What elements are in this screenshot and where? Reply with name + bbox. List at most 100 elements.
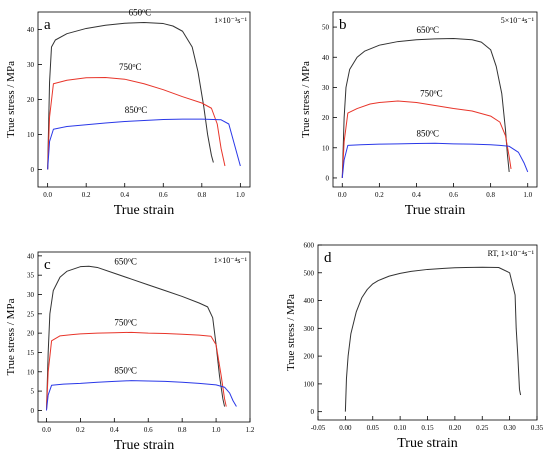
celsius-unit: C bbox=[141, 105, 147, 115]
x-tick-label: 0.8 bbox=[178, 426, 187, 434]
x-tick-label: 0.05 bbox=[367, 424, 380, 432]
celsius-unit: C bbox=[433, 25, 439, 35]
x-tick-label: -0.05 bbox=[311, 424, 326, 432]
panel-a: 0.0 0.2 0.4 0.6 0.8 1.0010203040650oC750oC850… bbox=[5, 8, 251, 218]
degree-symbol: o bbox=[128, 366, 131, 372]
x-tick-label: 1.2 bbox=[246, 426, 255, 434]
plot-frame bbox=[37, 11, 251, 188]
temperature-value: 650 bbox=[416, 25, 430, 35]
temperature-label: 650oC bbox=[129, 8, 152, 18]
temperature-value: 650 bbox=[129, 8, 143, 18]
y-axis-title: True stress / MPa bbox=[5, 298, 17, 375]
degree-symbol: o bbox=[128, 257, 131, 263]
x-tick-label: 0.35 bbox=[531, 424, 544, 432]
y-tick-label: 35 bbox=[27, 272, 35, 280]
degree-symbol: o bbox=[430, 129, 433, 135]
celsius-unit: C bbox=[131, 256, 137, 266]
degree-symbol: o bbox=[138, 106, 141, 112]
x-tick-label: 1.0 bbox=[523, 191, 532, 199]
celsius-unit: C bbox=[135, 62, 141, 72]
degree-symbol: o bbox=[132, 63, 135, 69]
plot-frame bbox=[332, 11, 538, 188]
x-tick-label: 1.0 bbox=[212, 426, 221, 434]
x-tick-label: 0.30 bbox=[504, 424, 517, 432]
temperature-label: 750oC bbox=[420, 88, 443, 98]
x-tick-label: 0.15 bbox=[421, 424, 434, 432]
series-line-2 bbox=[45, 380, 237, 411]
x-tick-label: 0.0 bbox=[42, 426, 51, 434]
x-tick-label: 0.0 bbox=[43, 191, 52, 199]
x-tick-label: 0.6 bbox=[159, 191, 168, 199]
strain-rate-label: RT, 1×10⁻⁴s⁻¹ bbox=[488, 249, 535, 258]
x-tick-label: 0.25 bbox=[476, 424, 489, 432]
series-line-0 bbox=[344, 266, 522, 412]
celsius-unit: C bbox=[145, 8, 151, 18]
x-axis-title: True strain bbox=[405, 203, 466, 218]
panel-c: 0.0 0.2 0.4 0.6 0.8 1.0 1.2 0 5 10 15 20 25 30 35 40 650… bbox=[5, 251, 255, 453]
temperature-label: 650oC bbox=[114, 256, 137, 266]
y-tick-label: 600 bbox=[304, 242, 315, 250]
y-tick-label: 40 bbox=[322, 54, 330, 62]
series-line-2 bbox=[47, 118, 241, 170]
degree-symbol: o bbox=[430, 26, 433, 32]
y-tick-label: 30 bbox=[27, 61, 35, 69]
y-tick-label: 300 bbox=[304, 325, 315, 333]
temperature-value: 750 bbox=[420, 88, 434, 98]
x-tick-label: 0.4 bbox=[120, 191, 129, 199]
y-tick-label: 0 bbox=[31, 166, 35, 174]
celsius-unit: C bbox=[433, 128, 439, 138]
celsius-unit: C bbox=[437, 88, 443, 98]
temperature-label: 650oC bbox=[416, 25, 439, 35]
degree-symbol: o bbox=[128, 318, 131, 324]
y-tick-label: 50 bbox=[322, 24, 330, 32]
y-tick-label: 10 bbox=[27, 368, 35, 376]
y-tick-label: 400 bbox=[304, 297, 315, 305]
y-tick-label: 10 bbox=[27, 131, 35, 139]
y-axis-title: True stress / MPa bbox=[285, 294, 297, 371]
x-tick-label: 0.8 bbox=[486, 191, 495, 199]
series-line-1 bbox=[47, 76, 226, 170]
strain-rate-label: 5×10⁻⁴s⁻¹ bbox=[501, 16, 535, 25]
x-tick-label: 0.2 bbox=[82, 191, 91, 199]
panel-letter: b bbox=[339, 17, 347, 33]
x-tick-label: 0.00 bbox=[339, 424, 352, 432]
x-tick-label: 1.0 bbox=[236, 191, 245, 199]
y-tick-label: 20 bbox=[27, 96, 35, 104]
strain-rate-label: 1×10⁻⁴s⁻¹ bbox=[214, 256, 248, 265]
y-tick-label: 30 bbox=[322, 84, 330, 92]
y-tick-label: 0 bbox=[31, 407, 35, 415]
x-tick-label: 0.0 bbox=[338, 191, 347, 199]
y-tick-label: 40 bbox=[27, 26, 35, 34]
y-tick-label: 5 bbox=[31, 388, 35, 396]
y-tick-label: 30 bbox=[27, 291, 35, 299]
y-tick-label: 0 bbox=[311, 408, 315, 416]
y-axis-title: True stress / MPa bbox=[5, 61, 17, 138]
series-line-1 bbox=[45, 331, 227, 411]
y-tick-label: 20 bbox=[322, 114, 330, 122]
y-tick-label: 200 bbox=[304, 353, 315, 361]
series-line-2 bbox=[341, 142, 529, 179]
temperature-label: 850oC bbox=[114, 365, 137, 375]
temperature-value: 850 bbox=[416, 128, 430, 138]
x-tick-label: 0.6 bbox=[144, 426, 153, 434]
y-tick-label: 100 bbox=[304, 380, 315, 388]
y-tick-label: 15 bbox=[27, 349, 35, 357]
x-axis-title: True strain bbox=[114, 438, 175, 453]
x-axis-title: True strain bbox=[114, 203, 175, 218]
temperature-value: 850 bbox=[114, 365, 128, 375]
temperature-value: 850 bbox=[125, 105, 139, 115]
series-line-0 bbox=[45, 265, 226, 411]
y-tick-label: 40 bbox=[27, 252, 35, 260]
temperature-value: 750 bbox=[114, 317, 128, 327]
panel-letter: a bbox=[44, 17, 51, 33]
degree-symbol: o bbox=[434, 89, 437, 95]
y-tick-label: 0 bbox=[326, 174, 330, 182]
y-tick-label: 25 bbox=[27, 310, 35, 318]
x-tick-label: 0.10 bbox=[394, 424, 407, 432]
panel-d: -0.05 0.00 0.05 0.10 0.15 0.20 0.25 0.30 0.35 0 10… bbox=[285, 242, 544, 452]
x-axis-title: True strain bbox=[397, 436, 458, 451]
x-tick-label: 0.2 bbox=[375, 191, 384, 199]
plot-frame bbox=[37, 251, 251, 423]
y-axis-title: True stress / MPa bbox=[300, 61, 312, 138]
